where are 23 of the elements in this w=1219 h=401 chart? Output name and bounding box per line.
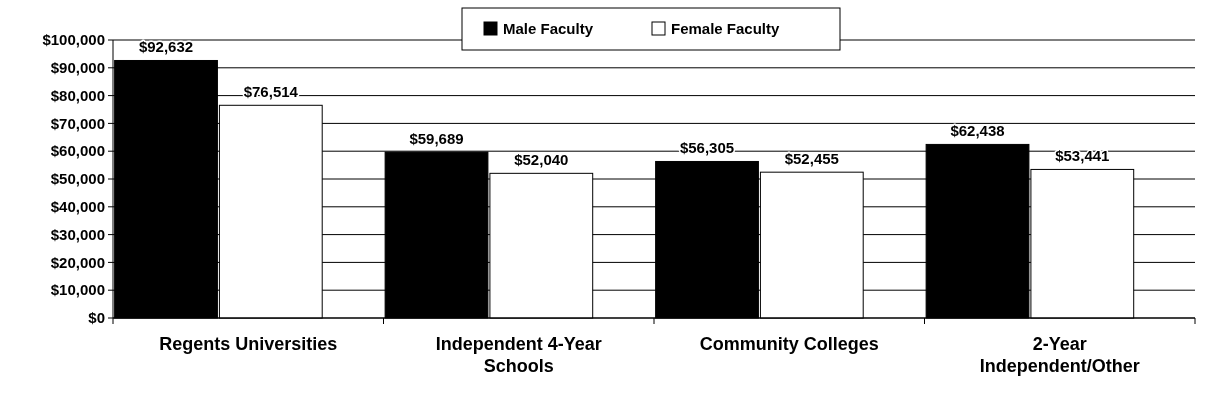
y-tick-label: $40,000: [50, 198, 105, 216]
x-tick-label: Independent 4-Year Schools: [435, 334, 602, 376]
y-tick-label: $20,000: [50, 253, 105, 271]
text: $92,632: [138, 38, 194, 56]
text: $53,441: [1055, 147, 1110, 165]
y-tick-label: $100,000: [42, 31, 105, 49]
text: $52,040: [514, 151, 569, 169]
x-tick-label: 2-Year Independent/Other: [979, 334, 1140, 376]
x-tick-label: Community Colleges: [699, 334, 879, 354]
legend-label: Male Faculty: [503, 20, 594, 38]
y-tick-label: $90,000: [50, 59, 105, 77]
text: $52,455: [784, 150, 839, 168]
y-tick-label: $60,000: [50, 142, 105, 160]
text: $62,438: [950, 122, 1005, 140]
text: $59,689: [409, 130, 464, 148]
y-tick-label: $0: [88, 309, 105, 327]
y-tick-label: $70,000: [50, 114, 105, 132]
y-tick-label: $50,000: [50, 170, 105, 188]
y-tick-label: $80,000: [50, 86, 105, 104]
x-tick-label: Regents Universities: [159, 334, 338, 354]
y-tick-label: $10,000: [50, 281, 105, 299]
legend-label: Female Faculty: [671, 20, 781, 38]
y-tick-label: $30,000: [50, 225, 105, 243]
